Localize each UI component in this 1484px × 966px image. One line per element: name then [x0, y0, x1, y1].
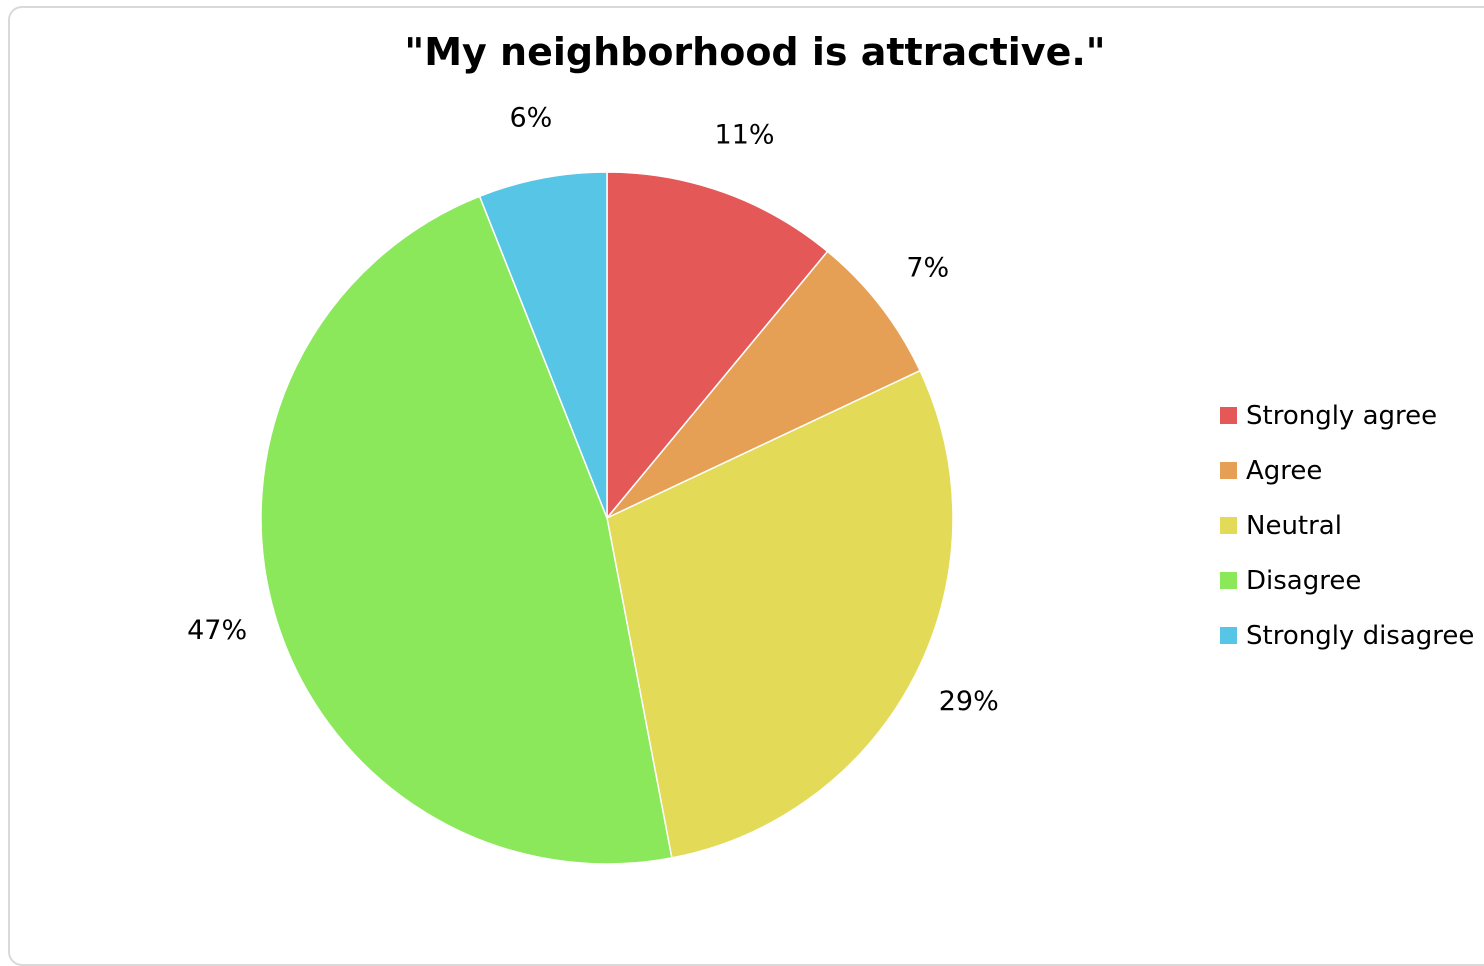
legend-label-agree: Agree [1246, 455, 1323, 486]
pie-slice-strongly-agree [606, 171, 829, 521]
pie-slice-strongly-disagree [478, 171, 608, 519]
pie-slice-disagree [260, 195, 673, 865]
legend-swatch-disagree [1220, 572, 1237, 589]
legend-label-disagree: Disagree [1246, 565, 1362, 596]
legend-item-neutral: Neutral [1220, 498, 1474, 553]
legend-item-strongly-disagree: Strongly disagree [1220, 608, 1474, 663]
legend-swatch-strongly-agree [1220, 407, 1237, 424]
legend-item-disagree: Disagree [1220, 553, 1474, 608]
legend-label-strongly-agree: Strongly agree [1246, 400, 1438, 431]
chart-title: "My neighborhood is attractive." [404, 30, 1106, 74]
legend-swatch-strongly-disagree [1220, 627, 1237, 644]
data-label-strongly-agree: 11% [715, 120, 775, 151]
pie-slice-agree [606, 250, 922, 519]
legend: Strongly agree Agree Neutral Disagree Strong… [1220, 388, 1474, 663]
legend-item-strongly-agree: Strongly agree [1220, 388, 1474, 443]
data-label-neutral: 29% [939, 686, 999, 717]
legend-swatch-agree [1220, 462, 1237, 479]
legend-item-agree: Agree [1220, 443, 1474, 498]
data-label-agree: 7% [906, 253, 949, 284]
legend-label-neutral: Neutral [1246, 510, 1342, 541]
pie-chart: 11% 7% 29% 47% 6% [187, 103, 999, 865]
pie-data-labels: 11% 7% 29% 47% 6% [187, 103, 999, 717]
pie-slices [260, 171, 954, 865]
pie-slice-neutral [606, 369, 954, 859]
legend-swatch-neutral [1220, 517, 1237, 534]
data-label-strongly-disagree: 6% [510, 103, 553, 134]
data-label-disagree: 47% [187, 615, 247, 646]
legend-label-strongly-disagree: Strongly disagree [1246, 620, 1475, 651]
